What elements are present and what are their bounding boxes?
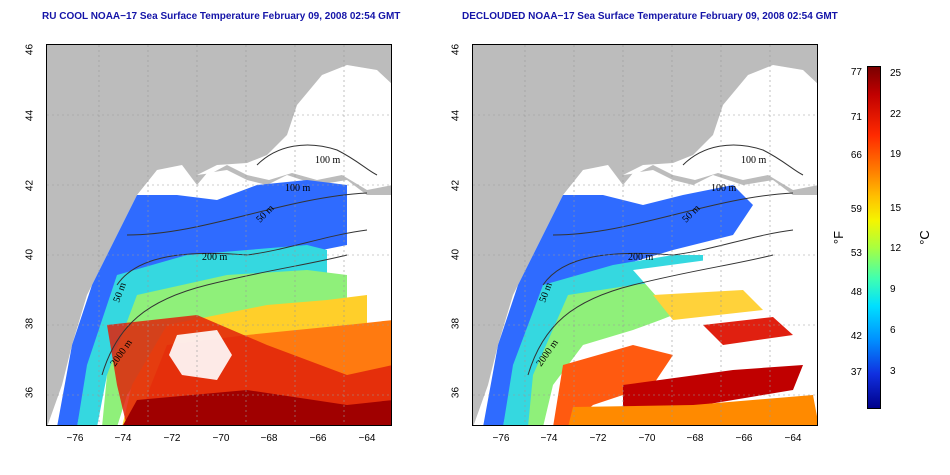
panel-1-map-svg: 100 m 100 m 50 m 200 m 50 m 2000 m: [47, 45, 391, 425]
colorbar-c-tick: 19: [890, 149, 902, 160]
panel-2-contour-label: 200 m: [628, 252, 654, 263]
colorbar-f-tick: 48: [850, 287, 862, 298]
panel-2-sst-warm-5: [653, 290, 763, 320]
colorbar-c-tick: 22: [890, 109, 902, 120]
panel-1-xtick: −74: [114, 433, 132, 444]
panel-2-sst-warm-4: [703, 317, 793, 345]
colorbar-c-tick: 3: [890, 366, 896, 377]
panel-1-xtick: −66: [309, 433, 327, 444]
panel-1-ytick: 44: [24, 109, 36, 122]
panel-2-map: 100 m 100 m 50 m 200 m 50 m 2000 m: [472, 44, 818, 426]
panel-2-ytick: 46: [450, 43, 462, 56]
temperature-colorbar: [867, 66, 881, 409]
panel-1-ytick: 38: [24, 317, 36, 330]
panel-1-ytick: 42: [24, 179, 36, 192]
panel-2-sst-blue: [483, 185, 753, 425]
panel-2-sst-warm-2: [623, 365, 803, 417]
colorbar-unit-f: °F: [831, 230, 847, 245]
colorbar-c-tick: 15: [890, 203, 902, 214]
panel-2-xtick: −66: [735, 433, 753, 444]
colorbar-c-tick: 12: [890, 243, 902, 254]
panel-1-cloud: [169, 330, 232, 380]
panel-2-contour-deep: [527, 254, 774, 376]
panel-1-contour-gulf: [256, 144, 378, 176]
panel-1-xtick: −64: [358, 433, 376, 444]
panel-2-xtick: −64: [784, 433, 802, 444]
panel-2-ytick: 40: [450, 248, 462, 261]
panel-1-sst-darkred: [123, 390, 391, 425]
panel-1-xtick: −72: [163, 433, 181, 444]
panel-1-ytick: 36: [24, 386, 36, 399]
panel-2-grid: [473, 45, 817, 425]
panel-1-xtick: −68: [260, 433, 278, 444]
panel-2-ytick: 44: [450, 109, 462, 122]
panel-1-contour-deep: [101, 254, 348, 376]
panel-2-ytick: 42: [450, 179, 462, 192]
panel-2-contour-label: 100 m: [741, 155, 767, 166]
colorbar-f-tick: 66: [850, 150, 862, 161]
colorbar-f-tick: 59: [850, 204, 862, 215]
panel-2-ytick: 38: [450, 317, 462, 330]
panel-1-canada-white: [197, 65, 391, 190]
colorbar-f-tick: 77: [850, 67, 862, 78]
colorbar-f-tick: 53: [850, 248, 862, 259]
colorbar-unit-c: °C: [916, 230, 932, 245]
panel-1-sst-blue: [57, 180, 347, 425]
panel-2-canada-white: [623, 65, 817, 190]
panel-1-xtick: −70: [212, 433, 230, 444]
panel-1-contour-label: 100 m: [285, 183, 311, 194]
panel-2-sst-warm-1: [553, 345, 673, 425]
colorbar-f-tick: 71: [850, 112, 862, 123]
panel-2-sst-warm-3: [568, 395, 817, 425]
panel-2-xtick: −72: [589, 433, 607, 444]
panel-2-contour-label: 100 m: [711, 183, 737, 194]
colorbar-c-tick: 25: [890, 68, 902, 79]
panel-1-ytick: 40: [24, 248, 36, 261]
panel-1-ytick: 46: [24, 43, 36, 56]
colorbar-c-tick: 6: [890, 325, 896, 336]
panel-1-title: RU COOL NOAA−17 Sea Surface Temperature …: [42, 11, 401, 22]
panel-2-contour-gulf: [682, 144, 804, 176]
panel-2-xtick: −70: [638, 433, 656, 444]
panel-2-map-svg: 100 m 100 m 50 m 200 m 50 m 2000 m: [473, 45, 817, 425]
panel-2-contour-shelf: [552, 192, 794, 236]
panel-1-contour-slope: [116, 229, 368, 286]
colorbar-f-tick: 37: [850, 367, 862, 378]
panel-2-ytick: 36: [450, 386, 462, 399]
panel-1-map: 100 m 100 m 50 m 200 m 50 m 2000 m: [46, 44, 392, 426]
panel-1-contour-label: 100 m: [315, 155, 341, 166]
panel-2-title: DECLOUDED NOAA−17 Sea Surface Temperatur…: [462, 11, 838, 22]
panel-2-sst-green: [528, 280, 688, 425]
colorbar-c-tick: 9: [890, 284, 896, 295]
panel-1-xtick: −76: [66, 433, 84, 444]
panel-1-grid: [47, 45, 391, 425]
panel-2-contour-slope: [542, 229, 794, 286]
panel-1-contour-shelf: [126, 192, 368, 236]
panel-2-xtick: −68: [686, 433, 704, 444]
colorbar-f-tick: 42: [850, 331, 862, 342]
panel-1-contour-label: 200 m: [202, 252, 228, 263]
panel-2-xtick: −76: [492, 433, 510, 444]
panel-2-xtick: −74: [540, 433, 558, 444]
